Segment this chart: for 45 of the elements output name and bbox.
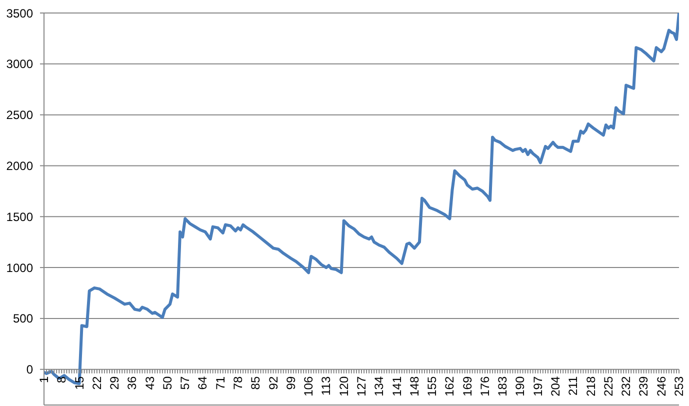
x-tick-label: 36: [125, 376, 140, 390]
x-tick-label: 183: [496, 376, 510, 396]
x-tick-label: 127: [354, 376, 368, 396]
x-tick-label: 218: [584, 376, 598, 396]
y-tick-label: 0: [26, 362, 34, 377]
x-tick-label: 85: [248, 376, 263, 390]
x-tick-label: 120: [336, 376, 351, 396]
y-tick-label: 1500: [6, 210, 34, 224]
x-tick-label: 211: [566, 376, 580, 396]
y-tick-label: 500: [12, 312, 34, 326]
x-tick-label: 71: [213, 376, 228, 390]
x-tick-label: 204: [548, 376, 563, 396]
x-tick-label: 50: [160, 376, 174, 390]
x-tick-label: 64: [196, 376, 210, 390]
x-tick-label: 43: [142, 376, 157, 390]
x-tick-label: 155: [425, 376, 440, 396]
x-tick-label: 8: [54, 376, 69, 384]
x-tick-label: 29: [108, 376, 122, 390]
x-tick-label: 232: [619, 376, 634, 396]
x-tick-label: 190: [513, 376, 528, 396]
x-tick-label: 253: [672, 376, 686, 396]
x-tick-label: 134: [372, 376, 386, 396]
x-tick-label: 225: [601, 376, 616, 396]
x-tick-label: 246: [654, 376, 668, 396]
x-tick-label: 92: [266, 376, 280, 390]
x-tick-label: 22: [90, 376, 104, 390]
y-tick-label: 3000: [6, 57, 34, 72]
x-tick-label: 57: [178, 376, 192, 390]
x-tick-label: 239: [636, 376, 651, 396]
x-tick-label: 169: [460, 376, 474, 396]
x-tick-label: 106: [302, 376, 316, 396]
x-tick-label: 176: [478, 376, 492, 396]
y-tick-label: 2500: [6, 108, 34, 122]
x-tick-label: 78: [231, 376, 246, 390]
x-tick-label: 1: [37, 376, 51, 384]
y-tick-label: 3500: [6, 6, 34, 20]
x-tick-label: 162: [442, 376, 457, 396]
x-tick-label: 113: [319, 376, 334, 396]
x-tick-label: 99: [284, 376, 298, 390]
x-tick-label: 141: [390, 376, 404, 396]
x-tick-label: 15: [72, 376, 86, 390]
y-tick-label: 1000: [6, 260, 34, 275]
x-tick-label: 148: [407, 376, 422, 396]
y-tick-label: 2000: [6, 158, 34, 173]
x-tick-label: 197: [530, 376, 545, 396]
